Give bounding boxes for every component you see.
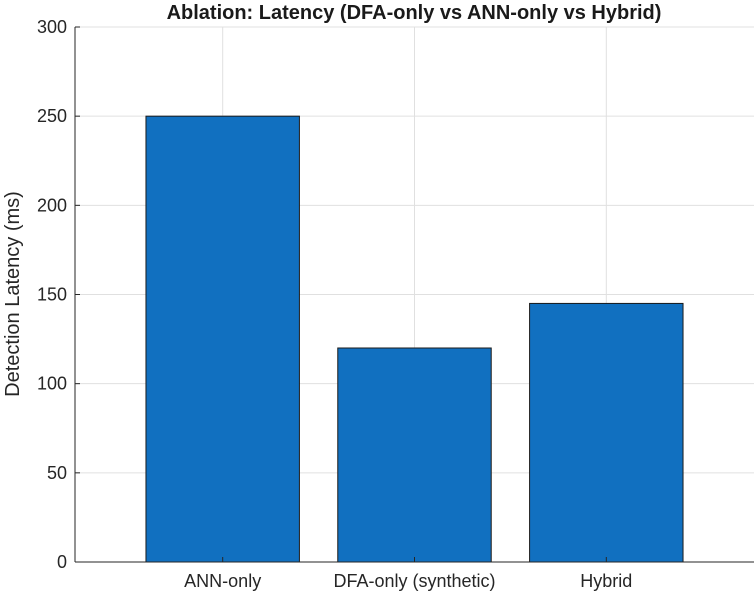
chart-title: Ablation: Latency (DFA-only vs ANN-only …	[167, 2, 662, 24]
bar-ann-only	[145, 115, 300, 563]
axes	[74, 26, 754, 563]
y-tick-label: 100	[37, 374, 67, 394]
x-tick-label: Hybrid	[580, 571, 632, 591]
x-tick-label: DFA-only (synthetic)	[333, 571, 495, 591]
x-tick-label: ANN-only	[184, 571, 261, 591]
y-tick-label: 200	[37, 195, 67, 215]
y-tick-label: 150	[37, 285, 67, 305]
y-tick-label: 50	[47, 463, 67, 483]
y-tick-label: 300	[37, 17, 67, 37]
y-tick-label: 250	[37, 106, 67, 126]
y-axis-label: Detection Latency (ms)	[2, 191, 24, 397]
bar-hybrid	[529, 302, 684, 563]
bar-dfa-only-synthetic	[337, 347, 492, 563]
y-tick-label: 0	[57, 552, 67, 572]
tick-labels: 0 50 100 150 200 250 300 ANN-only DFA-only (synt…	[37, 17, 632, 591]
